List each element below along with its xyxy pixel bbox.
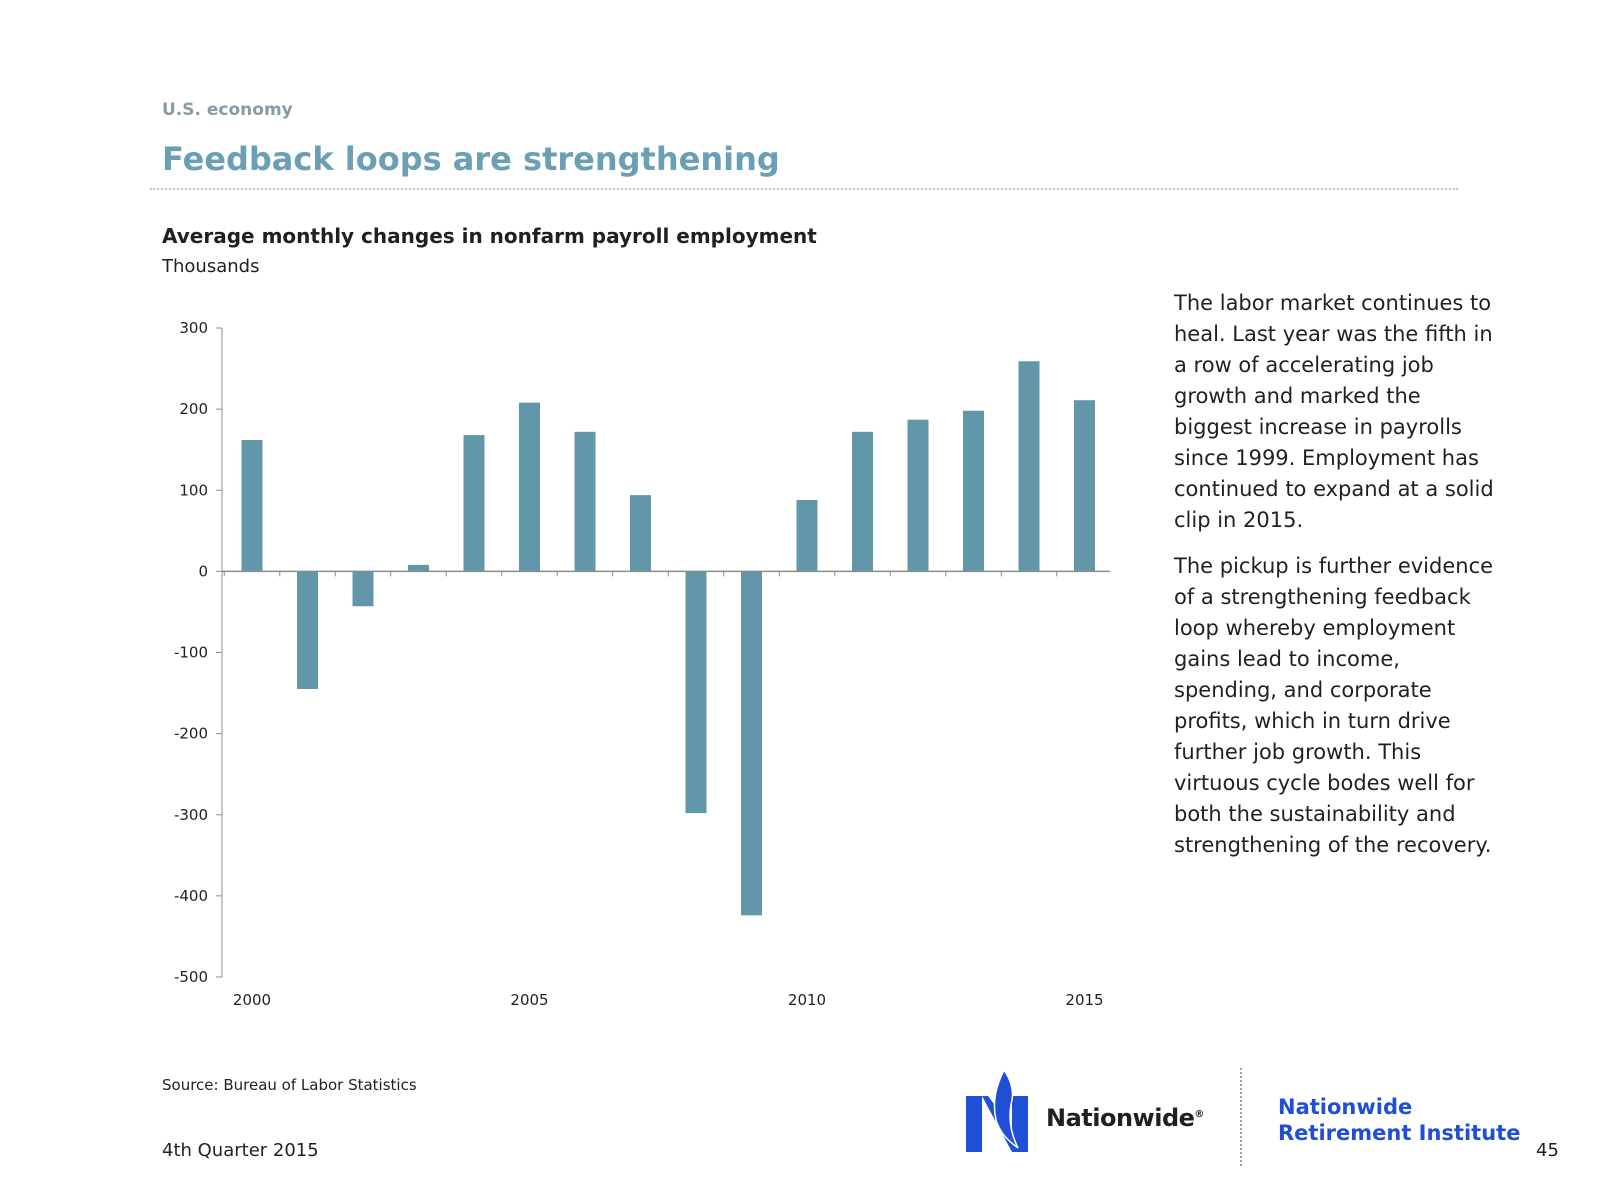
institute-line-2: Retirement Institute [1278, 1121, 1521, 1145]
y-tick-label: -300 [174, 806, 208, 824]
footer-divider [1240, 1068, 1242, 1166]
y-tick-label: -100 [174, 644, 208, 662]
source-note: Source: Bureau of Labor Statistics [162, 1076, 417, 1094]
bar-2014 [1018, 361, 1040, 572]
title-divider [150, 188, 1458, 190]
bar-2015 [1074, 400, 1095, 572]
footer-date: 4th Quarter 2015 [162, 1140, 319, 1161]
x-tick-label: 2005 [510, 991, 548, 1009]
payroll-bar-chart: 300 200 100 0 -100 -200 -300 -400 -500 2000 2005 20… [174, 319, 1110, 1009]
brand-name: Nationwide® [1046, 1104, 1204, 1132]
y-tick-label: 0 [198, 562, 208, 580]
y-tick-label: -200 [174, 725, 208, 743]
commentary-paragraph-1: The labor market continues to heal. Last… [1174, 291, 1494, 532]
y-tick-label: 200 [179, 400, 208, 418]
bar-2006 [574, 431, 596, 572]
commentary-paragraph-2: The pickup is further evidence of a stre… [1174, 554, 1494, 857]
bar-2010 [796, 499, 818, 572]
bar-2007 [630, 495, 651, 572]
chart-unit-label: Thousands [162, 256, 260, 277]
institute-line-1: Nationwide [1278, 1095, 1413, 1119]
bar-2011 [852, 431, 873, 572]
page-number: 45 [1536, 1140, 1559, 1161]
eagle-logo-icon [966, 1068, 1028, 1155]
brand-text: Nationwide [1046, 1104, 1195, 1132]
commentary: The labor market continues to heal. Last… [1174, 288, 1504, 876]
bar-2009 [741, 571, 762, 916]
bar-2002 [352, 571, 374, 607]
x-tick-label: 2015 [1065, 991, 1103, 1009]
bar-2008 [685, 571, 707, 814]
bar-2004 [463, 435, 485, 572]
bar-2005 [519, 402, 540, 572]
y-tick-label: 300 [179, 319, 208, 337]
y-tick-label: 100 [179, 481, 208, 499]
bar-2003 [408, 564, 429, 572]
bar-2013 [963, 410, 984, 572]
bar-2001 [297, 571, 318, 690]
section-label: U.S. economy [162, 100, 293, 120]
chart-title: Average monthly changes in nonfarm payro… [162, 224, 817, 248]
bar-2000 [241, 439, 263, 572]
x-tick-label: 2000 [233, 991, 271, 1009]
institute-name: Nationwide Retirement Institute [1278, 1094, 1520, 1146]
y-tick-label: -400 [174, 887, 208, 905]
registered-mark: ® [1194, 1109, 1204, 1120]
x-tick-label: 2010 [788, 991, 826, 1009]
bar-2012 [907, 419, 929, 572]
y-tick-label: -500 [174, 968, 208, 986]
page-title: Feedback loops are strengthening [162, 140, 780, 178]
